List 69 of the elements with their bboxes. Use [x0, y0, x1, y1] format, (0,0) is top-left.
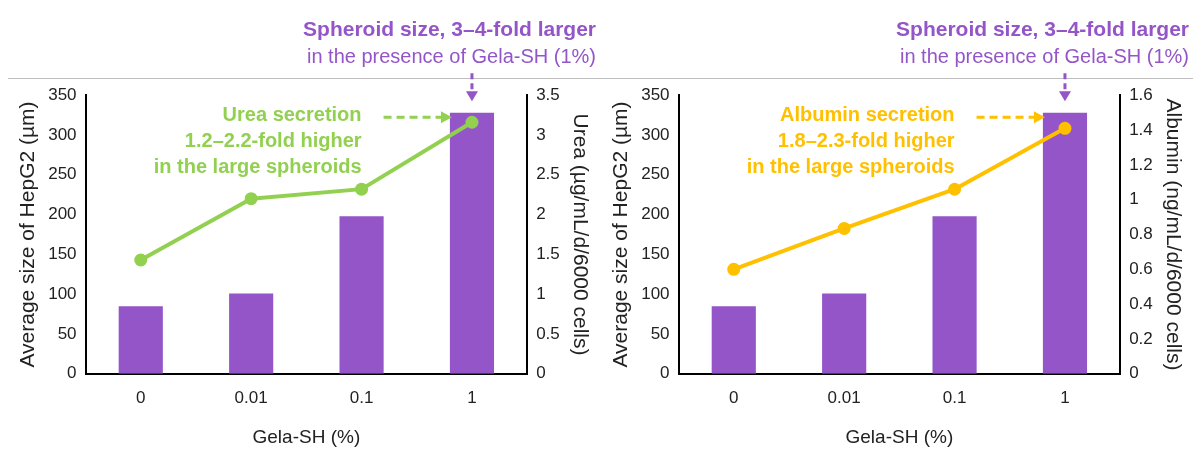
y2-tick-label: 2.5 — [536, 164, 560, 184]
y-axis-title: Average size of HepG2 (µm) — [608, 101, 632, 368]
y2-tick-label: 0.8 — [1129, 224, 1153, 244]
y2-tick-label: 1.4 — [1129, 119, 1153, 139]
y-tick-label: 50 — [57, 323, 77, 343]
y2-tick-label: 0 — [1129, 363, 1139, 383]
y2-tick-label: 0 — [536, 363, 546, 383]
y2-tick-label: 3.5 — [536, 84, 560, 104]
y-tick-label: 300 — [641, 124, 670, 144]
y-tick-label: 50 — [650, 323, 670, 343]
y2-tick-label: 1.5 — [536, 244, 560, 264]
point — [948, 182, 962, 196]
x-tick-label: 0.01 — [234, 387, 268, 407]
y-tick-label: 0 — [67, 363, 77, 383]
x-tick-label: 0 — [136, 387, 146, 407]
y2-tick-label: 2 — [536, 204, 546, 224]
annotation: Albumin secretion 1.8–2.3-fold higher in the large spheroids — [746, 102, 955, 177]
y2-tick-label: 1.2 — [1129, 154, 1153, 174]
chart-subtitle: in the presence of Gela-SH (1%) — [899, 44, 1189, 67]
point — [465, 115, 479, 129]
point — [1058, 121, 1072, 135]
annotation: Urea secretion 1.2–2.2-fold higher in the large spheroids — [153, 102, 362, 177]
y2-tick-label: 0.4 — [1129, 293, 1153, 313]
y2-tick-label: 0.5 — [536, 323, 560, 343]
x-axis-title: Gela-SH (%) — [252, 425, 361, 447]
point — [134, 253, 148, 267]
x-tick-label: 0.1 — [942, 387, 967, 407]
bar — [449, 112, 495, 374]
x-tick-label: 0.1 — [349, 387, 374, 407]
y-tick-label: 250 — [48, 164, 77, 184]
bar — [339, 216, 384, 374]
y2-axis-title: Urea (µg/mL/d/6000 cells) — [569, 113, 593, 356]
point — [837, 221, 851, 235]
y-tick-label: 200 — [48, 204, 77, 224]
y-tick-label: 350 — [48, 84, 77, 104]
y-tick-label: 100 — [641, 283, 670, 303]
y2-tick-label: 1 — [1129, 189, 1139, 209]
bar — [822, 293, 867, 374]
y2-tick-label: 1.6 — [1129, 84, 1153, 104]
bar — [229, 293, 274, 374]
x-tick-label: 0.01 — [827, 387, 861, 407]
y-tick-label: 150 — [48, 244, 77, 264]
y-tick-label: 150 — [641, 244, 670, 264]
y-axis-title: Average size of HepG2 (µm) — [15, 101, 39, 368]
bar — [118, 306, 163, 374]
x-tick-label: 0 — [729, 387, 739, 407]
x-tick-label: 1 — [467, 387, 477, 407]
y-tick-label: 100 — [48, 283, 77, 303]
point — [244, 192, 258, 206]
y-tick-label: 0 — [660, 363, 670, 383]
chart-title: Spheroid size, 3–4-fold larger — [896, 17, 1189, 41]
y-tick-label: 300 — [48, 124, 77, 144]
chart-title: Spheroid size, 3–4-fold larger — [303, 17, 596, 41]
point — [355, 182, 369, 196]
point — [727, 262, 741, 276]
bar — [711, 306, 756, 374]
y2-axis-title: Albumin (ng/mL/d/6000 cells) — [1162, 98, 1186, 371]
x-tick-label: 1 — [1060, 387, 1070, 407]
y2-tick-label: 3 — [536, 124, 546, 144]
bar — [932, 216, 977, 374]
y-tick-label: 350 — [641, 84, 670, 104]
y-tick-label: 250 — [641, 164, 670, 184]
y2-tick-label: 0.2 — [1129, 328, 1153, 348]
y-tick-label: 200 — [641, 204, 670, 224]
y2-tick-label: 1 — [536, 283, 546, 303]
bar — [1042, 112, 1088, 374]
y2-tick-label: 0.6 — [1129, 259, 1153, 279]
chart-subtitle: in the presence of Gela-SH (1%) — [306, 44, 596, 67]
x-axis-title: Gela-SH (%) — [845, 425, 954, 447]
